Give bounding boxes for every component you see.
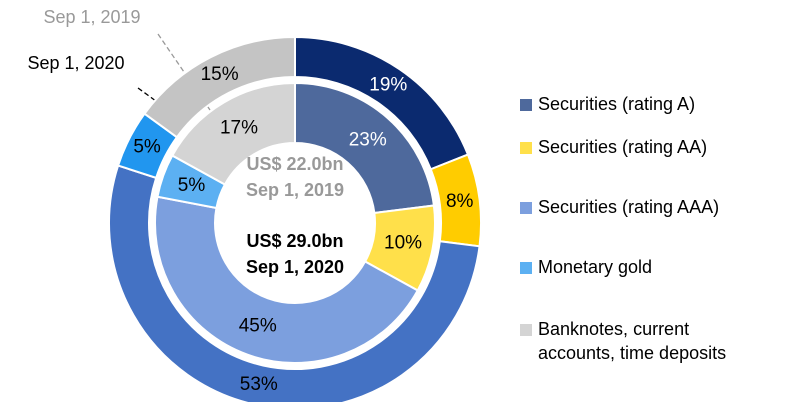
center-total: US$ 29.0bn — [246, 231, 343, 251]
data-label: 19% — [369, 75, 407, 96]
data-label: 5% — [178, 175, 206, 196]
legend-label: Securities (rating AA) — [538, 137, 707, 157]
callout-label: Sep 1, 2019 — [43, 7, 140, 27]
data-label: 10% — [384, 233, 422, 254]
donut-segment — [143, 35, 296, 139]
center-total: US$ 22.0bn — [246, 154, 343, 174]
center-date: Sep 1, 2020 — [246, 257, 344, 277]
data-label: 8% — [446, 191, 474, 212]
data-label: 15% — [201, 64, 239, 85]
donut-segment — [154, 195, 420, 364]
donut-segment — [294, 81, 436, 215]
legend-swatch — [520, 324, 532, 336]
data-label: 53% — [240, 374, 278, 395]
legend-label: Monetary gold — [538, 257, 652, 277]
callout-line — [137, 87, 161, 105]
legend-swatch — [520, 262, 532, 274]
callout-label: Sep 1, 2020 — [27, 53, 124, 73]
data-label: 5% — [133, 137, 161, 158]
donut-segment — [108, 164, 481, 402]
data-label: 45% — [239, 316, 277, 337]
center-date: Sep 1, 2019 — [246, 180, 344, 200]
legend-swatch — [520, 202, 532, 214]
legend-line: accounts, time deposits — [538, 343, 726, 363]
donut-segment — [170, 81, 296, 186]
legend-label: Securities (rating A) — [538, 94, 695, 114]
legend-swatch — [520, 99, 532, 111]
legend-label: Securities (rating AAA) — [538, 197, 719, 217]
legend-label: Banknotes, current accounts, time deposit… — [538, 319, 726, 363]
legend-line: Banknotes, current — [538, 319, 689, 339]
legend-swatch — [520, 142, 532, 154]
data-label: 17% — [220, 117, 258, 138]
data-label: 23% — [349, 130, 387, 151]
